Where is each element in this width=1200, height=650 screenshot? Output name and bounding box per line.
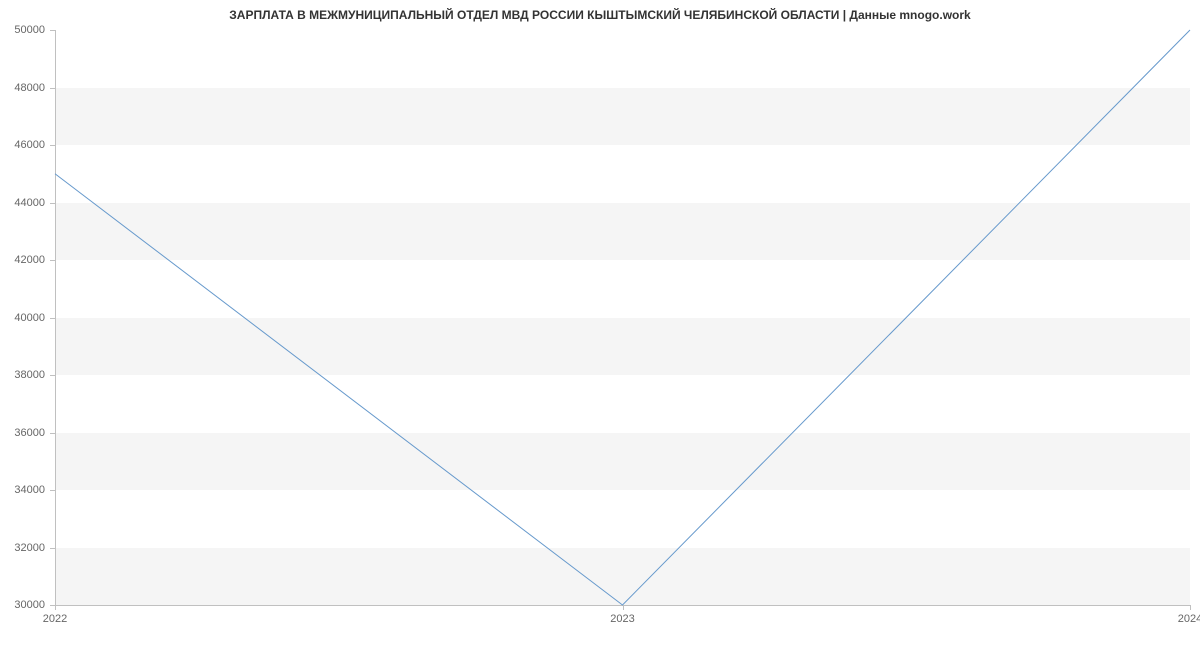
x-tick-label: 2022 [43,613,67,625]
y-tick-label: 48000 [14,82,45,94]
series-line [55,30,1190,605]
x-tick-label: 2023 [610,613,634,625]
line-layer [55,30,1190,605]
y-tick-label: 30000 [14,599,45,611]
y-tick-label: 50000 [14,24,45,36]
y-tick-label: 36000 [14,427,45,439]
y-tick-label: 42000 [14,254,45,266]
y-tick-label: 40000 [14,312,45,324]
y-tick-label: 44000 [14,197,45,209]
y-tick-label: 32000 [14,542,45,554]
x-tick-label: 2024 [1178,613,1200,625]
plot-area: 3000032000340003600038000400004200044000… [55,30,1190,605]
x-tick-mark [55,605,56,610]
x-tick-mark [623,605,624,610]
chart-title: ЗАРПЛАТА В МЕЖМУНИЦИПАЛЬНЫЙ ОТДЕЛ МВД РО… [0,8,1200,22]
y-tick-label: 34000 [14,484,45,496]
x-tick-mark [1190,605,1191,610]
y-tick-label: 46000 [14,139,45,151]
y-tick-label: 38000 [14,369,45,381]
